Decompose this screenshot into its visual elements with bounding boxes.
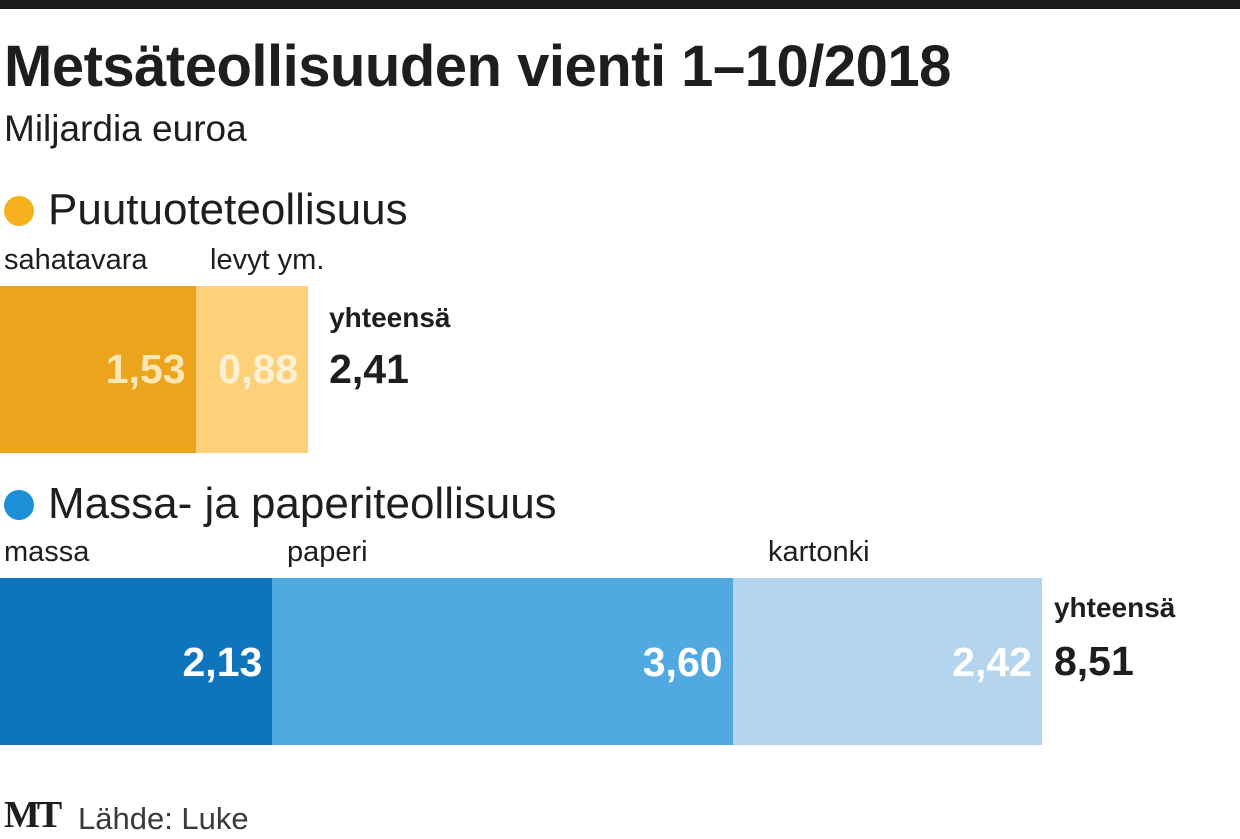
segment-label-kartonki: kartonki [768, 536, 870, 568]
segment-label-levyt: levyt ym. [210, 244, 325, 276]
source-note: Lähde: Luke [78, 801, 249, 836]
segment-label-massa: massa [4, 536, 90, 568]
bar-segment-levyt: 0,88 [195, 286, 309, 453]
total-value: 8,51 [1053, 638, 1134, 684]
segment-label-sahatavara: sahatavara [4, 244, 148, 276]
segment-value: 0,88 [218, 346, 299, 392]
bar-segment-paperi: 3,60 [272, 578, 733, 745]
orange-dot-icon [4, 196, 34, 226]
total-label: yhteensä [329, 302, 451, 333]
bar-segment-kartonki: 2,42 [732, 578, 1042, 745]
chart-subtitle: Miljardia euroa [4, 108, 247, 149]
mt-logo: MT [4, 794, 62, 836]
total-label: yhteensä [1053, 592, 1176, 623]
segment-value: 2,42 [952, 639, 1032, 685]
blue-dot-icon [4, 490, 34, 520]
top-rule [0, 0, 1240, 9]
group-title: Massa- ja paperiteollisuus [48, 479, 557, 528]
segment-value: 1,53 [105, 346, 186, 392]
total-value: 2,41 [329, 346, 409, 392]
segment-value: 3,60 [642, 639, 723, 685]
segment-value: 2,13 [182, 639, 263, 685]
bar-segment-sahatavara: 1,53 [0, 286, 196, 453]
chart-title: Metsäteollisuuden vienti 1–10/2018 [4, 34, 951, 99]
segment-label-paperi: paperi [287, 536, 368, 568]
group-title: Puutuoteteollisuus [48, 185, 408, 234]
bar-segment-massa: 2,13 [0, 578, 273, 745]
